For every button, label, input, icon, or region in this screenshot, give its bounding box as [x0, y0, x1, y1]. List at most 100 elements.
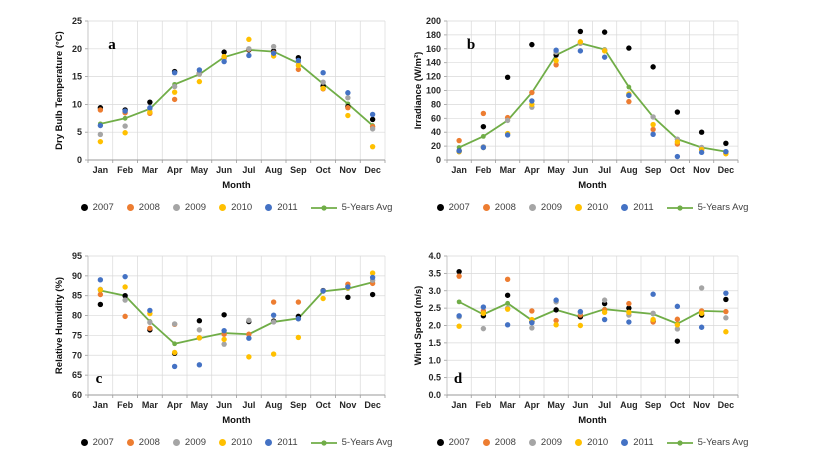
y-tick-label: 3.0 — [428, 286, 441, 296]
x-tick-label: Mar — [500, 165, 517, 175]
x-tick-label: Apr — [524, 165, 540, 175]
point-2011 — [698, 324, 705, 330]
y-tick-label: 10 — [72, 99, 82, 109]
y-tick-label: 0 — [436, 155, 441, 165]
point-2007 — [456, 268, 462, 275]
point-2011 — [122, 273, 128, 280]
avg-line — [100, 281, 373, 345]
point-2009 — [97, 131, 104, 138]
y-tick-label: 5 — [77, 127, 82, 137]
point-2011 — [246, 52, 252, 59]
legend-label: 5-Years Avg — [341, 202, 393, 213]
point-2011 — [723, 290, 729, 296]
x-tick-label: Mar — [142, 165, 159, 175]
point-2010 — [601, 48, 608, 54]
point-2009 — [270, 319, 277, 325]
point-2011 — [320, 70, 326, 76]
point-2011 — [270, 312, 277, 318]
x-tick-label: Mar — [500, 400, 517, 410]
x-tick-label: Apr — [524, 400, 540, 410]
point-2010 — [246, 36, 252, 43]
point-2010 — [147, 109, 153, 115]
point-2008 — [553, 317, 559, 324]
y-tick-label: 0 — [77, 155, 82, 165]
x-tick-label: Sep — [290, 165, 307, 175]
avg-line-swatch — [310, 204, 337, 211]
point-2010 — [626, 309, 632, 315]
point-2007 — [553, 307, 559, 313]
point-2008 — [345, 105, 351, 111]
point-2008 — [480, 110, 487, 117]
point-2009 — [723, 315, 729, 321]
x-tick-label: Dec — [364, 165, 381, 175]
point-2008 — [529, 308, 535, 314]
point-2011 — [723, 148, 729, 155]
point-2007 — [97, 301, 104, 308]
x-tick-label: Nov — [339, 165, 356, 175]
point-2008 — [723, 308, 729, 315]
legend-label: 2010 — [587, 437, 609, 448]
legend-item-2011: 2011 — [621, 437, 654, 448]
y-tick-label: 15 — [72, 72, 82, 82]
point-2010 — [698, 310, 705, 317]
legend-label: 2010 — [231, 437, 253, 448]
legend-label: 5-Years Avg — [697, 437, 749, 448]
legend-label: 2009 — [184, 437, 207, 448]
point-2011 — [674, 153, 681, 160]
y-tick-label: 85 — [72, 291, 82, 301]
x-tick-label: Feb — [475, 400, 492, 410]
y-tick-label: 80 — [431, 99, 441, 109]
point-2011 — [171, 363, 178, 370]
point-2010 — [601, 309, 608, 315]
x-tick-label: Apr — [167, 400, 183, 410]
point-2007 — [369, 116, 376, 123]
legend-label: 2011 — [277, 202, 298, 213]
point-2011 — [577, 48, 584, 54]
point-2011 — [529, 320, 535, 326]
legend-item-2011: 2011 — [265, 202, 298, 213]
point-2009 — [196, 327, 203, 333]
point-2011 — [369, 111, 376, 118]
panel-letter-b: b — [467, 37, 475, 53]
point-2009 — [698, 285, 705, 291]
point-2007 — [723, 140, 729, 147]
y-tick-label: 95 — [72, 251, 82, 261]
legend-item-2010: 2010 — [575, 202, 608, 213]
legend-label: 2009 — [184, 202, 207, 213]
x-axis-title: Month — [578, 180, 607, 191]
x-tick-label: Jan — [451, 400, 467, 410]
y-tick-label: 180 — [426, 30, 441, 40]
legend-dot — [126, 439, 134, 446]
legend-item-2010: 2010 — [219, 437, 252, 448]
x-tick-label: Jul — [242, 165, 255, 175]
point-2007 — [529, 41, 535, 48]
legend-dot — [126, 204, 134, 211]
point-2007 — [369, 291, 376, 298]
legend-label: 5-Years Avg — [697, 202, 749, 213]
x-tick-label: Jun — [216, 165, 232, 175]
panel-letter-a: a — [108, 37, 116, 53]
chart-d-legend: 2007 2008 2009 2010 2011 5-Years Avg — [433, 437, 752, 448]
legend-item-2008: 2008 — [482, 202, 516, 213]
point-2007 — [650, 64, 656, 70]
point-2010 — [295, 62, 302, 69]
y-axis-title: Dry Bulb Temperature (°C) — [54, 31, 65, 150]
x-tick-label: Dec — [718, 400, 735, 410]
point-2008 — [650, 126, 656, 133]
legend-item-2010: 2010 — [575, 437, 608, 448]
legend-item-5-years-avg: 5-Years Avg — [310, 437, 392, 448]
point-2010 — [345, 112, 351, 119]
legend-label: 2011 — [633, 437, 654, 448]
point-2007 — [601, 29, 608, 35]
point-2011 — [504, 322, 511, 328]
point-2009 — [196, 71, 203, 77]
point-2009 — [122, 123, 128, 129]
x-tick-label: May — [191, 400, 209, 410]
point-2008 — [456, 273, 462, 279]
y-tick-label: 1.0 — [428, 355, 441, 365]
point-2010 — [650, 121, 656, 128]
x-tick-label: Feb — [475, 165, 492, 175]
point-2010 — [122, 284, 128, 290]
point-2009 — [480, 325, 487, 332]
y-tick-label: 60 — [431, 113, 441, 123]
